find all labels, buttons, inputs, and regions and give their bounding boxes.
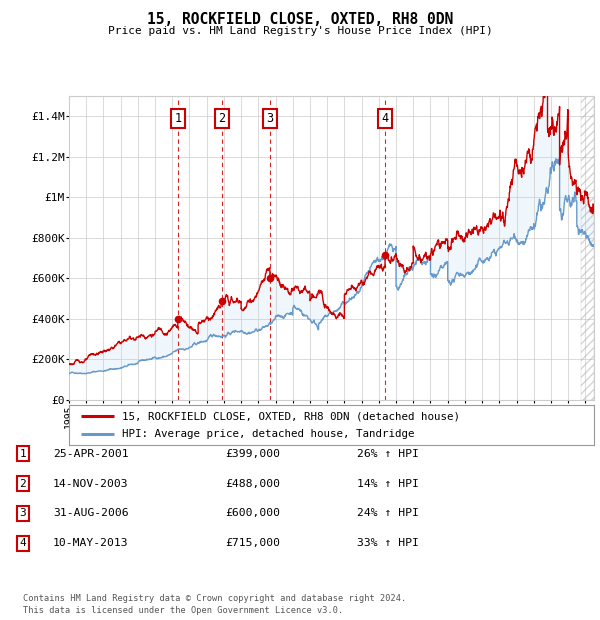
Text: 25-APR-2001: 25-APR-2001: [53, 449, 128, 459]
Text: 14% ↑ HPI: 14% ↑ HPI: [357, 479, 419, 489]
Text: 14-NOV-2003: 14-NOV-2003: [53, 479, 128, 489]
Text: 10-MAY-2013: 10-MAY-2013: [53, 538, 128, 548]
Text: £399,000: £399,000: [225, 449, 280, 459]
Text: 3: 3: [266, 112, 274, 125]
Text: 4: 4: [382, 112, 389, 125]
Text: 2: 2: [218, 112, 226, 125]
Text: 2: 2: [19, 479, 26, 489]
Text: 31-AUG-2006: 31-AUG-2006: [53, 508, 128, 518]
Text: 1: 1: [19, 449, 26, 459]
Text: Contains HM Land Registry data © Crown copyright and database right 2024.
This d: Contains HM Land Registry data © Crown c…: [23, 594, 406, 615]
Text: £488,000: £488,000: [225, 479, 280, 489]
Text: 24% ↑ HPI: 24% ↑ HPI: [357, 508, 419, 518]
Text: £600,000: £600,000: [225, 508, 280, 518]
Text: 1: 1: [174, 112, 181, 125]
Text: HPI: Average price, detached house, Tandridge: HPI: Average price, detached house, Tand…: [121, 429, 414, 439]
Text: 26% ↑ HPI: 26% ↑ HPI: [357, 449, 419, 459]
Text: £715,000: £715,000: [225, 538, 280, 548]
Text: Price paid vs. HM Land Registry's House Price Index (HPI): Price paid vs. HM Land Registry's House …: [107, 26, 493, 36]
Text: 4: 4: [19, 538, 26, 548]
Text: 3: 3: [19, 508, 26, 518]
Text: 15, ROCKFIELD CLOSE, OXTED, RH8 0DN: 15, ROCKFIELD CLOSE, OXTED, RH8 0DN: [147, 12, 453, 27]
Text: 33% ↑ HPI: 33% ↑ HPI: [357, 538, 419, 548]
Text: 15, ROCKFIELD CLOSE, OXTED, RH8 0DN (detached house): 15, ROCKFIELD CLOSE, OXTED, RH8 0DN (det…: [121, 411, 460, 421]
